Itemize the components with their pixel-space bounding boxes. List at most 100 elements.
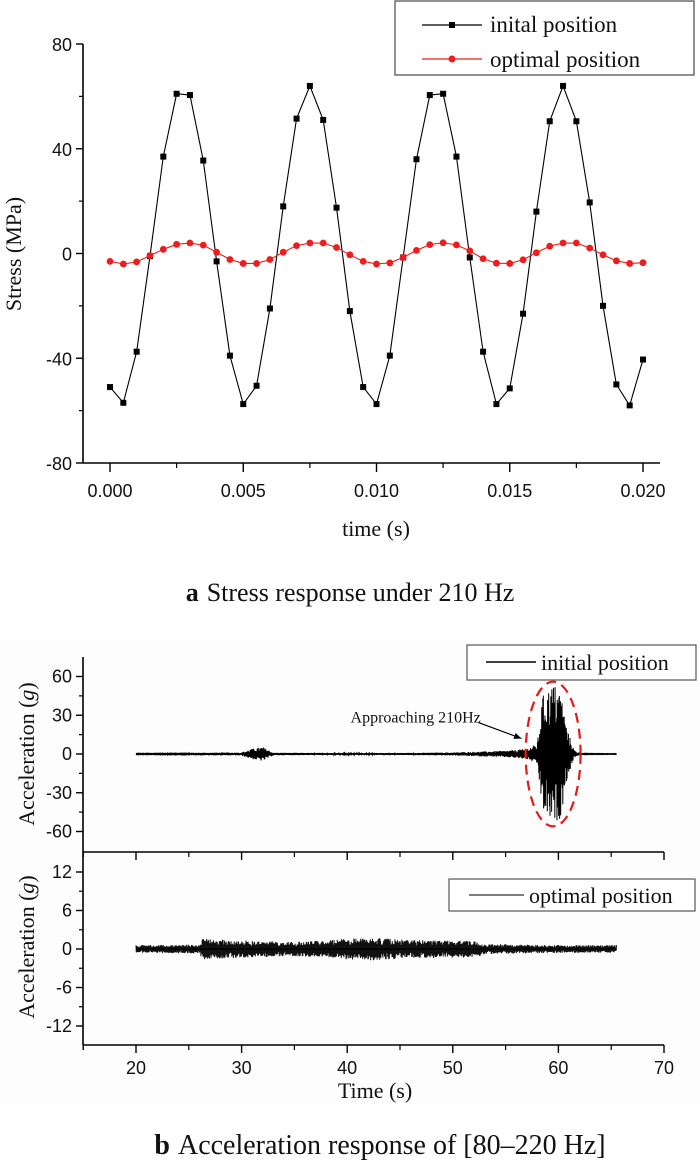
- data-point-optimal: [159, 245, 167, 253]
- chart-a-x-tick-label: 0.005: [221, 481, 266, 501]
- annotation-arrowhead-icon: [513, 733, 522, 739]
- data-point-optimal: [186, 239, 194, 247]
- data-point-optimal: [453, 241, 460, 249]
- chart-b-x-tick-label: 70: [654, 1058, 674, 1078]
- chart-b-y-tick-label: -6: [56, 978, 72, 998]
- chart-a-y-tick-label: -80: [46, 454, 72, 474]
- chart-b-y-tick-label: 12: [52, 862, 72, 882]
- data-point-initial: [440, 90, 447, 97]
- chart-b-y-tick-label: 60: [52, 667, 72, 687]
- annotation-approaching-210hz: Approaching 210Hz: [351, 710, 481, 727]
- data-point-initial: [333, 204, 340, 211]
- data-point-initial: [600, 302, 607, 309]
- data-point-optimal: [493, 259, 500, 267]
- data-point-optimal: [239, 260, 247, 267]
- data-point-initial: [533, 208, 540, 215]
- chart-b-y-tick-label: 0: [62, 939, 72, 959]
- data-point-optimal: [373, 260, 380, 268]
- data-point-optimal: [106, 257, 114, 265]
- data-point-optimal: [559, 239, 567, 247]
- legend-label-optimal-b: optimal position: [529, 883, 673, 908]
- data-point-optimal: [546, 242, 554, 250]
- caption-b-text: Acceleration response of [80–220 Hz]: [178, 1130, 606, 1161]
- data-point-optimal: [399, 254, 407, 261]
- chart-b-y-tick-label: -60: [46, 822, 72, 842]
- highlight-ellipse: [524, 680, 582, 828]
- chart-a-legend-box: [394, 0, 695, 76]
- data-point-optimal: [346, 251, 354, 259]
- data-point-initial: [107, 384, 113, 391]
- data-point-initial: [613, 381, 620, 388]
- data-point-initial: [546, 118, 553, 125]
- data-point-optimal: [626, 260, 634, 267]
- data-point-initial: [386, 352, 393, 359]
- annotation-arrow-icon: [478, 721, 522, 740]
- chart-b-x-axis-label: Time (s): [338, 1078, 412, 1103]
- data-point-initial: [626, 402, 633, 409]
- chart-a-series: [106, 82, 647, 409]
- chart-b-caption: b Acceleration response of [80–220 Hz]: [154, 1130, 605, 1161]
- data-point-initial: [213, 258, 220, 265]
- data-point-optimal: [359, 257, 367, 265]
- legend-label-optimal: optimal position: [490, 47, 641, 72]
- chart-a-y-axis-label: Stress (MPa): [1, 197, 26, 311]
- legend-circle-marker-icon: [448, 55, 456, 63]
- data-point-optimal: [519, 256, 527, 264]
- signal-initial-position: [135, 687, 617, 821]
- data-point-optimal: [226, 256, 234, 263]
- data-point-initial: [640, 356, 646, 363]
- caption-b-letter: b: [154, 1130, 170, 1161]
- chart-a-axes: -80 -40 0 40 80 0.000 0.005 0.010 0.015 0.020: [46, 35, 666, 501]
- data-point-optimal: [333, 244, 340, 251]
- chart-a-y-tick-label: 40: [52, 140, 72, 160]
- data-point-optimal: [426, 241, 434, 248]
- caption-a-letter: a: [186, 578, 199, 607]
- chart-b-x-tick-label: 30: [232, 1058, 252, 1078]
- data-point-optimal: [612, 257, 620, 265]
- data-point-initial: [466, 254, 473, 261]
- chart-a-x-tick-label: 0.010: [354, 481, 399, 501]
- data-point-optimal: [253, 260, 260, 267]
- chart-a-y-tick-label: 80: [52, 35, 72, 55]
- chart-b-bottom-y-axis-label: Acceleration (g): [14, 875, 39, 1019]
- data-point-initial: [360, 384, 367, 391]
- data-point-optimal: [586, 244, 594, 252]
- data-point-initial: [226, 352, 233, 359]
- data-point-initial: [346, 308, 353, 315]
- data-point-initial: [160, 153, 167, 160]
- data-point-initial: [413, 156, 420, 163]
- data-point-initial: [560, 82, 567, 89]
- chart-b-y-tick-label: -12: [46, 1016, 72, 1036]
- chart-a-y-tick-label: -40: [46, 349, 72, 369]
- chart-b-top-legend: initial position: [466, 644, 697, 681]
- data-point-optimal: [533, 249, 540, 257]
- chart-b-top-y-axis-label: Acceleration (g): [14, 682, 39, 826]
- chart-b-x-tick-label: 20: [126, 1058, 146, 1078]
- caption-a-text: Stress response under 210 Hz: [207, 578, 515, 607]
- data-point-initial: [173, 90, 180, 97]
- chart-a-stress-response: -80 -40 0 40 80 0.000 0.005 0.010 0.015 0.020 Str…: [1, 0, 695, 607]
- chart-b-y-tick-label: -30: [46, 783, 72, 803]
- data-point-initial: [586, 199, 593, 206]
- data-point-initial: [453, 153, 460, 160]
- data-point-initial: [506, 385, 513, 392]
- data-point-optimal: [439, 239, 447, 247]
- data-point-initial: [573, 118, 580, 125]
- data-point-optimal: [306, 239, 314, 247]
- data-point-initial: [266, 305, 273, 312]
- chart-a-x-tick-label: 0.000: [87, 481, 132, 501]
- data-point-initial: [253, 382, 260, 389]
- data-point-initial: [480, 348, 487, 355]
- data-point-initial: [320, 116, 327, 123]
- data-point-optimal: [119, 260, 127, 268]
- chart-a-caption: a Stress response under 210 Hz: [186, 578, 515, 607]
- data-point-initial: [120, 399, 127, 406]
- chart-a-x-tick-label: 0.020: [620, 481, 665, 501]
- chart-b-y-tick-label: 0: [62, 744, 72, 764]
- chart-a-y-tick-label: 0: [62, 245, 72, 265]
- chart-b-y-tick-label: 6: [62, 901, 72, 921]
- data-point-optimal: [293, 242, 300, 250]
